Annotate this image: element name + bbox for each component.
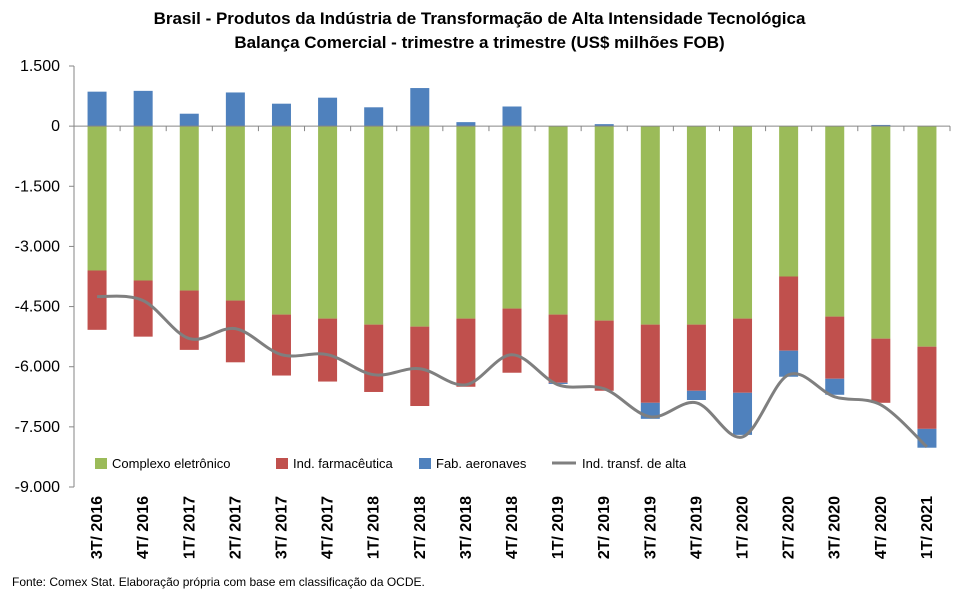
bar-ind-farmac-utica bbox=[825, 316, 845, 379]
x-tick-label: 3T/ 2018 bbox=[458, 496, 475, 559]
x-tick-label: 3T/ 2020 bbox=[827, 496, 844, 559]
source-note: Fonte: Comex Stat. Elaboração própria co… bbox=[12, 575, 425, 589]
bar-ind-farmac-utica bbox=[364, 324, 384, 392]
x-tick-label: 2T/ 2017 bbox=[227, 496, 244, 559]
x-tick-label: 3T/ 2017 bbox=[273, 496, 290, 559]
legend-swatch bbox=[95, 458, 107, 469]
x-tick-label: 2T/ 2020 bbox=[781, 496, 798, 559]
bar-ind-farmac-utica bbox=[686, 324, 706, 391]
y-tick-label: 0 bbox=[51, 118, 60, 135]
y-tick-label: -6.000 bbox=[15, 359, 60, 376]
chart-title: Brasil - Produtos da Indústria de Transf… bbox=[153, 9, 806, 28]
y-tick-label: -4.500 bbox=[15, 299, 60, 316]
bar-fab-aeronaves bbox=[271, 103, 291, 127]
bar-fab-aeronaves bbox=[456, 122, 476, 127]
bar-complexo-eletr-nico bbox=[87, 126, 107, 271]
bar-fab-aeronaves bbox=[825, 378, 845, 395]
bar-complexo-eletr-nico bbox=[502, 126, 522, 309]
bar-ind-farmac-utica bbox=[271, 314, 291, 376]
x-tick-label: 2T/ 2018 bbox=[412, 496, 429, 559]
bar-ind-farmac-utica bbox=[594, 320, 614, 391]
bar-fab-aeronaves bbox=[502, 106, 522, 127]
legend-swatch bbox=[419, 458, 431, 469]
x-tick-label: 2T/ 2019 bbox=[596, 496, 613, 559]
x-tick-label: 3T/ 2016 bbox=[89, 496, 106, 559]
x-tick-label: 1T/ 2019 bbox=[550, 496, 567, 559]
y-tick-label: -9.000 bbox=[15, 479, 60, 496]
bar-ind-farmac-utica bbox=[640, 324, 660, 403]
series-line-ind-transf-de-alta bbox=[96, 294, 928, 449]
x-tick-label: 1T/ 2020 bbox=[735, 496, 752, 559]
bar-complexo-eletr-nico bbox=[594, 126, 614, 321]
legend-label: Ind. transf. de alta bbox=[582, 456, 687, 471]
bar-fab-aeronaves bbox=[871, 124, 891, 127]
x-tick-label: 1T/ 2021 bbox=[919, 496, 936, 559]
bar-complexo-eletr-nico bbox=[825, 126, 845, 317]
bar-ind-farmac-utica bbox=[179, 290, 199, 350]
bar-complexo-eletr-nico bbox=[456, 126, 476, 319]
bar-complexo-eletr-nico bbox=[871, 126, 891, 339]
x-tick-label: 4T/ 2019 bbox=[688, 496, 705, 559]
bar-fab-aeronaves bbox=[364, 107, 384, 127]
bar-ind-farmac-utica bbox=[779, 276, 799, 351]
bar-fab-aeronaves bbox=[410, 88, 430, 127]
bar-ind-farmac-utica bbox=[318, 318, 338, 382]
legend-label: Fab. aeronaves bbox=[436, 456, 527, 471]
y-tick-label: 1.500 bbox=[20, 58, 60, 75]
bar-complexo-eletr-nico bbox=[548, 126, 568, 315]
x-tick-label: 1T/ 2018 bbox=[366, 496, 383, 559]
bar-ind-farmac-utica bbox=[225, 300, 245, 363]
y-tick-label: -3.000 bbox=[15, 238, 60, 255]
bar-fab-aeronaves bbox=[733, 392, 753, 435]
bar-complexo-eletr-nico bbox=[271, 126, 291, 315]
bar-fab-aeronaves bbox=[179, 113, 199, 127]
x-tick-label: 3T/ 2019 bbox=[642, 496, 659, 559]
legend-swatch bbox=[276, 458, 288, 469]
bar-fab-aeronaves bbox=[87, 91, 107, 127]
bar-complexo-eletr-nico bbox=[364, 126, 384, 325]
bar-ind-farmac-utica bbox=[548, 314, 568, 383]
legend-label: Ind. farmacêutica bbox=[293, 456, 393, 471]
chart-subtitle: Balança Comercial - trimestre a trimestr… bbox=[234, 33, 725, 52]
bar-ind-farmac-utica bbox=[502, 308, 522, 373]
y-tick-label: -7.500 bbox=[15, 419, 60, 436]
x-tick-label: 4T/ 2018 bbox=[504, 496, 521, 559]
x-tick-label: 4T/ 2017 bbox=[320, 496, 337, 559]
x-tick-label: 4T/ 2020 bbox=[873, 496, 890, 559]
bar-complexo-eletr-nico bbox=[410, 126, 430, 327]
bar-fab-aeronaves bbox=[686, 390, 706, 400]
bar-complexo-eletr-nico bbox=[917, 126, 937, 347]
bar-ind-farmac-utica bbox=[456, 318, 476, 387]
bar-complexo-eletr-nico bbox=[133, 126, 153, 281]
x-tick-label: 1T/ 2017 bbox=[181, 496, 198, 559]
bar-complexo-eletr-nico bbox=[779, 126, 799, 277]
bar-ind-farmac-utica bbox=[410, 326, 430, 407]
legend-label: Complexo eletrônico bbox=[112, 456, 231, 471]
bar-ind-farmac-utica bbox=[871, 338, 891, 403]
bar-ind-farmac-utica bbox=[87, 270, 107, 330]
bar-fab-aeronaves bbox=[779, 350, 799, 377]
bar-complexo-eletr-nico bbox=[733, 126, 753, 319]
bar-complexo-eletr-nico bbox=[225, 126, 245, 301]
bar-fab-aeronaves bbox=[133, 90, 153, 127]
y-tick-label: -1.500 bbox=[15, 178, 60, 195]
bar-fab-aeronaves bbox=[225, 92, 245, 127]
bar-complexo-eletr-nico bbox=[179, 126, 199, 291]
bar-complexo-eletr-nico bbox=[318, 126, 338, 319]
bar-complexo-eletr-nico bbox=[640, 126, 660, 325]
x-tick-label: 4T/ 2016 bbox=[135, 496, 152, 559]
bar-ind-farmac-utica bbox=[133, 280, 153, 337]
bar-complexo-eletr-nico bbox=[686, 126, 706, 325]
bar-fab-aeronaves bbox=[594, 124, 614, 127]
bar-fab-aeronaves bbox=[318, 97, 338, 127]
bar-ind-farmac-utica bbox=[733, 318, 753, 393]
bar-ind-farmac-utica bbox=[917, 346, 937, 429]
